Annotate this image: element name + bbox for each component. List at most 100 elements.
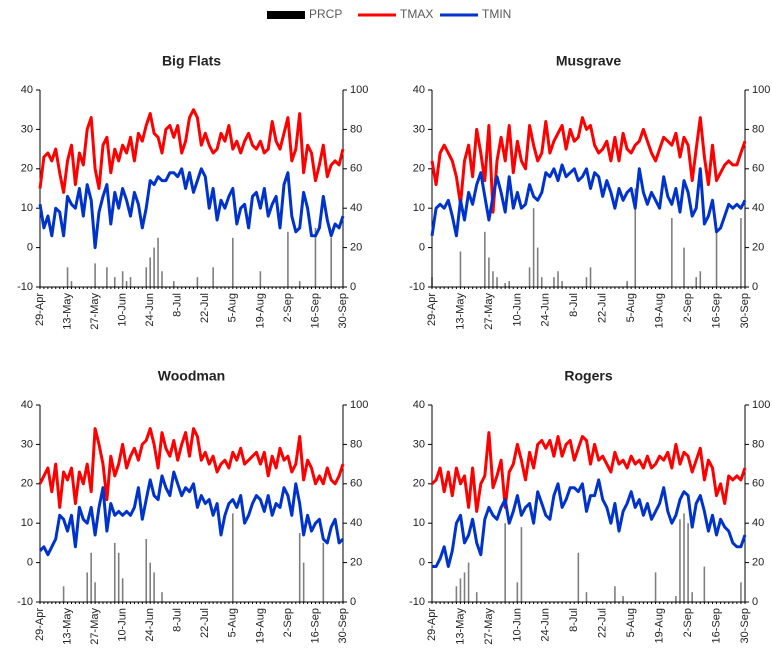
x-tick-label: 27-May bbox=[483, 608, 495, 645]
line-series bbox=[38, 470, 345, 557]
x-tick-label: 13-May bbox=[454, 608, 466, 645]
chart-title: Woodman bbox=[158, 368, 225, 384]
x-tick-label: 27-May bbox=[89, 608, 101, 645]
y-tick-label: 40 bbox=[21, 399, 33, 411]
bar bbox=[94, 582, 96, 602]
bar bbox=[467, 562, 470, 602]
y2-tick-label: 80 bbox=[350, 123, 362, 135]
bar bbox=[488, 257, 490, 287]
bar bbox=[504, 283, 506, 287]
y-tick-label: 0 bbox=[27, 557, 33, 569]
bar bbox=[157, 237, 159, 287]
bar bbox=[314, 227, 317, 287]
bar bbox=[561, 281, 563, 287]
y-tick-label: -10 bbox=[409, 281, 425, 293]
chart-title: Big Flats bbox=[162, 53, 221, 69]
x-tick-label: 5-Aug bbox=[625, 293, 637, 322]
y-tick-label: 0 bbox=[419, 557, 425, 569]
bar bbox=[459, 251, 462, 287]
bar bbox=[532, 208, 535, 287]
y2-tick-label: 80 bbox=[350, 438, 362, 450]
chart-title: Rogers bbox=[564, 368, 612, 384]
y2-tick-label: 40 bbox=[752, 202, 764, 214]
y-tick-label: 40 bbox=[413, 84, 425, 96]
bar bbox=[149, 562, 151, 602]
bar bbox=[90, 552, 92, 602]
bar bbox=[540, 277, 543, 287]
x-tick-label: 19-Aug bbox=[254, 293, 266, 328]
x-tick-label: 16-Sep bbox=[309, 293, 321, 328]
bar bbox=[463, 572, 466, 602]
bar bbox=[86, 572, 89, 602]
bar bbox=[259, 271, 262, 287]
y-tick-label: 20 bbox=[413, 478, 425, 490]
x-tick-label: 10-Jun bbox=[117, 293, 129, 327]
bar bbox=[232, 513, 234, 602]
x-tick-label: 5-Aug bbox=[227, 293, 239, 322]
x-tick-label: 22-Jul bbox=[597, 608, 609, 638]
bar bbox=[585, 592, 588, 602]
y2-tick-label: 80 bbox=[752, 438, 764, 450]
bar bbox=[691, 592, 693, 602]
bar bbox=[125, 281, 128, 287]
x-tick-label: 13-May bbox=[454, 293, 466, 330]
y2-tick-label: 40 bbox=[752, 517, 764, 529]
bar bbox=[504, 523, 506, 602]
x-tick-label: 13-May bbox=[61, 608, 73, 645]
line-series bbox=[430, 116, 747, 214]
x-tick-label: 8-Jul bbox=[172, 293, 184, 317]
y-tick-label: 20 bbox=[21, 163, 33, 175]
y2-tick-label: 60 bbox=[350, 478, 362, 490]
bar bbox=[161, 271, 163, 287]
y2-tick-label: 20 bbox=[752, 242, 764, 254]
y-tick-label: 20 bbox=[21, 478, 33, 490]
bar bbox=[455, 586, 458, 602]
bar bbox=[484, 231, 486, 287]
bar bbox=[459, 578, 462, 602]
bar bbox=[516, 582, 519, 602]
x-tick-label: 10-Jun bbox=[117, 608, 129, 642]
bar bbox=[298, 281, 301, 287]
bar bbox=[322, 542, 325, 602]
bar bbox=[129, 277, 132, 287]
bar bbox=[153, 247, 155, 287]
x-tick-label: 19-Aug bbox=[654, 293, 666, 328]
bar bbox=[330, 237, 332, 287]
legend-label: TMIN bbox=[482, 7, 511, 21]
x-tick-label: 22-Jul bbox=[597, 293, 609, 323]
y2-tick-label: 40 bbox=[350, 517, 362, 529]
line-series bbox=[430, 431, 747, 513]
x-tick-label: 2-Sep bbox=[282, 293, 294, 322]
x-tick-label: 30-Sep bbox=[337, 293, 349, 328]
bar bbox=[715, 227, 718, 287]
bar bbox=[106, 267, 108, 287]
y2-tick-label: 60 bbox=[350, 163, 362, 175]
line-series bbox=[38, 167, 345, 250]
bar bbox=[671, 218, 673, 287]
bar bbox=[683, 247, 685, 287]
x-tick-label: 13-May bbox=[61, 293, 73, 330]
y2-tick-label: 0 bbox=[752, 596, 758, 608]
x-tick-label: 8-Jul bbox=[568, 608, 580, 632]
y2-tick-label: 100 bbox=[752, 399, 770, 411]
bar bbox=[577, 552, 580, 602]
bar bbox=[740, 218, 742, 287]
bar bbox=[536, 247, 539, 287]
bar bbox=[528, 267, 531, 287]
x-tick-label: 16-Sep bbox=[710, 608, 722, 643]
bar bbox=[431, 277, 433, 287]
bar bbox=[687, 523, 689, 602]
x-tick-label: 24-Jun bbox=[144, 293, 156, 327]
bar bbox=[94, 263, 96, 287]
y2-tick-label: 20 bbox=[752, 557, 764, 569]
x-tick-label: 5-Aug bbox=[625, 608, 637, 637]
y2-tick-label: 100 bbox=[752, 84, 770, 96]
bar bbox=[113, 277, 116, 287]
x-tick-label: 22-Jul bbox=[199, 608, 211, 638]
bar bbox=[145, 538, 148, 602]
bar bbox=[117, 552, 120, 602]
y2-tick-label: 0 bbox=[350, 281, 356, 293]
bar bbox=[113, 542, 116, 602]
chart-title: Musgrave bbox=[556, 53, 622, 69]
line-series bbox=[38, 108, 345, 194]
